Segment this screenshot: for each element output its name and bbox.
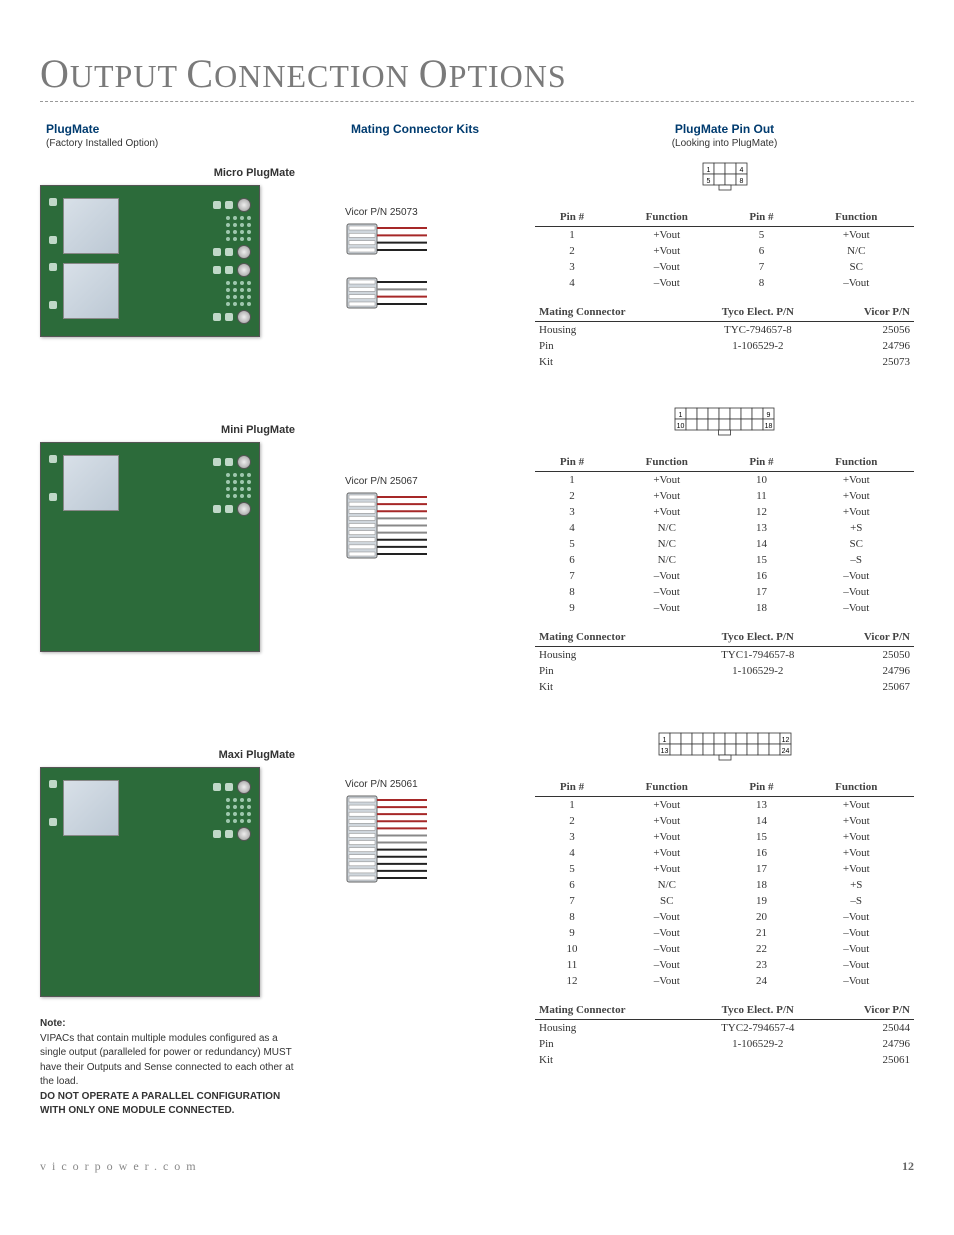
mini-pcb-cell: Mini PlugMate bbox=[40, 406, 295, 695]
maxi-mating-table: Mating ConnectorTyco Elect. P/NVicor P/N… bbox=[535, 1001, 914, 1068]
mini-connector-icon bbox=[345, 491, 435, 560]
col-header: Pin # bbox=[724, 453, 798, 472]
svg-text:5: 5 bbox=[706, 178, 710, 185]
table-row: 5+Vout17+Vout bbox=[535, 861, 914, 877]
col-header: Function bbox=[609, 453, 724, 472]
table-row: 7–Vout16–Vout bbox=[535, 568, 914, 584]
table-row: 4+Vout16+Vout bbox=[535, 845, 914, 861]
table-row: HousingTYC2-794657-425044 bbox=[535, 1020, 914, 1037]
table-row: 11–Vout23–Vout bbox=[535, 957, 914, 973]
col-header: Pin # bbox=[724, 208, 798, 227]
svg-text:1: 1 bbox=[679, 412, 683, 419]
svg-text:8: 8 bbox=[739, 178, 743, 185]
col-header: Pin # bbox=[535, 208, 609, 227]
note-block: Note: VIPACs that contain multiple modul… bbox=[40, 1017, 295, 1119]
table-row: Kit25067 bbox=[535, 679, 914, 695]
micro-pin-diagram: 1 4 5 8 bbox=[535, 161, 914, 202]
mini-pinout-table: Pin #FunctionPin #Function1+Vout10+Vout2… bbox=[535, 453, 914, 616]
maxi-pinout-cell: 1121324 Pin #FunctionPin #Function1+Vout… bbox=[535, 731, 914, 1119]
svg-text:4: 4 bbox=[739, 167, 743, 174]
table-row: 2+Vout11+Vout bbox=[535, 488, 914, 504]
micro-connector-cell: Vicor P/N 25073 bbox=[305, 149, 525, 370]
svg-text:1: 1 bbox=[706, 167, 710, 174]
page-title: OUTPUT CONNECTION OPTIONS bbox=[40, 50, 914, 97]
micro-connector-icon-alt bbox=[345, 276, 435, 310]
table-row: Kit25073 bbox=[535, 354, 914, 370]
micro-pcb-cell: Micro PlugMate bbox=[40, 149, 295, 370]
table-row: 8–Vout20–Vout bbox=[535, 909, 914, 925]
col-header: Pin # bbox=[535, 453, 609, 472]
table-row: 9–Vout21–Vout bbox=[535, 925, 914, 941]
table-row: Pin1-106529-224796 bbox=[535, 338, 914, 354]
table-row: 1+Vout13+Vout bbox=[535, 797, 914, 814]
mini-conn-label: Vicor P/N 25067 bbox=[345, 476, 525, 487]
col-header: Function bbox=[609, 208, 724, 227]
maxi-connector-cell: Vicor P/N 25061 bbox=[305, 731, 525, 1119]
table-row: 7SC19–S bbox=[535, 893, 914, 909]
table-row: Kit25061 bbox=[535, 1052, 914, 1068]
micro-label: Micro PlugMate bbox=[40, 167, 295, 179]
table-row: 10–Vout22–Vout bbox=[535, 941, 914, 957]
svg-text:18: 18 bbox=[765, 423, 773, 430]
svg-text:1: 1 bbox=[662, 737, 666, 744]
mini-pinout-cell: 191018 Pin #FunctionPin #Function1+Vout1… bbox=[535, 406, 914, 695]
title-rule bbox=[40, 101, 914, 102]
maxi-label: Maxi PlugMate bbox=[40, 749, 295, 761]
maxi-pinout-table: Pin #FunctionPin #Function1+Vout13+Vout2… bbox=[535, 778, 914, 989]
table-row: 4N/C13+S bbox=[535, 520, 914, 536]
mini-pcb-diagram bbox=[40, 442, 260, 652]
table-row: 5N/C14SC bbox=[535, 536, 914, 552]
table-row: 6N/C18+S bbox=[535, 877, 914, 893]
maxi-pcb-diagram bbox=[40, 767, 260, 997]
col-header: Pin # bbox=[724, 778, 798, 797]
table-row: 1+Vout10+Vout bbox=[535, 472, 914, 489]
table-row: 9–Vout18–Vout bbox=[535, 600, 914, 616]
mini-connector-cell: Vicor P/N 25067 bbox=[305, 406, 525, 695]
svg-text:9: 9 bbox=[767, 412, 771, 419]
mini-mating-table: Mating ConnectorTyco Elect. P/NVicor P/N… bbox=[535, 628, 914, 695]
maxi-pcb-cell: Maxi PlugMate Note: VIPACs that contain … bbox=[40, 731, 295, 1119]
svg-text:10: 10 bbox=[677, 423, 685, 430]
svg-text:24: 24 bbox=[781, 748, 789, 755]
table-row: 4–Vout8–Vout bbox=[535, 275, 914, 291]
mini-label: Mini PlugMate bbox=[40, 424, 295, 436]
table-row: 3–Vout7SC bbox=[535, 259, 914, 275]
table-row: Pin1-106529-224796 bbox=[535, 663, 914, 679]
mini-pin-diagram: 1 9 10 18 bbox=[535, 406, 914, 447]
maxi-connector-icon bbox=[345, 794, 435, 884]
table-row: 12–Vout24–Vout bbox=[535, 973, 914, 989]
col-header-plugmate: PlugMate (Factory Installed Option) bbox=[40, 122, 295, 149]
col-header: Function bbox=[609, 778, 724, 797]
micro-connector-icon bbox=[345, 222, 435, 256]
svg-text:12: 12 bbox=[781, 737, 789, 744]
col-header: Function bbox=[798, 453, 914, 472]
svg-text:13: 13 bbox=[660, 748, 668, 755]
col-header: Function bbox=[798, 208, 914, 227]
page-footer: vicorpower.com 12 bbox=[40, 1159, 914, 1174]
maxi-pin-diagram: 1 12 13 24 bbox=[535, 731, 914, 772]
footer-url: vicorpower.com bbox=[40, 1159, 202, 1174]
micro-pinout-cell: 1458 Pin #FunctionPin #Function1+Vout5+V… bbox=[535, 149, 914, 370]
col-header: Pin # bbox=[535, 778, 609, 797]
table-row: 8–Vout17–Vout bbox=[535, 584, 914, 600]
col-header-mating: Mating Connector Kits bbox=[305, 122, 525, 149]
table-row: 3+Vout15+Vout bbox=[535, 829, 914, 845]
maxi-conn-label: Vicor P/N 25061 bbox=[345, 779, 525, 790]
col-header-pinout: PlugMate Pin Out (Looking into PlugMate) bbox=[535, 122, 914, 149]
col-header: Function bbox=[798, 778, 914, 797]
micro-pinout-table: Pin #FunctionPin #Function1+Vout5+Vout2+… bbox=[535, 208, 914, 291]
table-row: HousingTYC-794657-825056 bbox=[535, 322, 914, 339]
table-row: Pin1-106529-224796 bbox=[535, 1036, 914, 1052]
micro-conn-label: Vicor P/N 25073 bbox=[345, 207, 525, 218]
table-row: 6N/C15–S bbox=[535, 552, 914, 568]
table-row: 3+Vout12+Vout bbox=[535, 504, 914, 520]
micro-pcb-diagram bbox=[40, 185, 260, 337]
table-row: HousingTYC1-794657-825050 bbox=[535, 647, 914, 664]
table-row: 2+Vout14+Vout bbox=[535, 813, 914, 829]
table-row: 1+Vout5+Vout bbox=[535, 227, 914, 244]
page-number: 12 bbox=[902, 1159, 914, 1174]
micro-mating-table: Mating ConnectorTyco Elect. P/NVicor P/N… bbox=[535, 303, 914, 370]
table-row: 2+Vout6N/C bbox=[535, 243, 914, 259]
